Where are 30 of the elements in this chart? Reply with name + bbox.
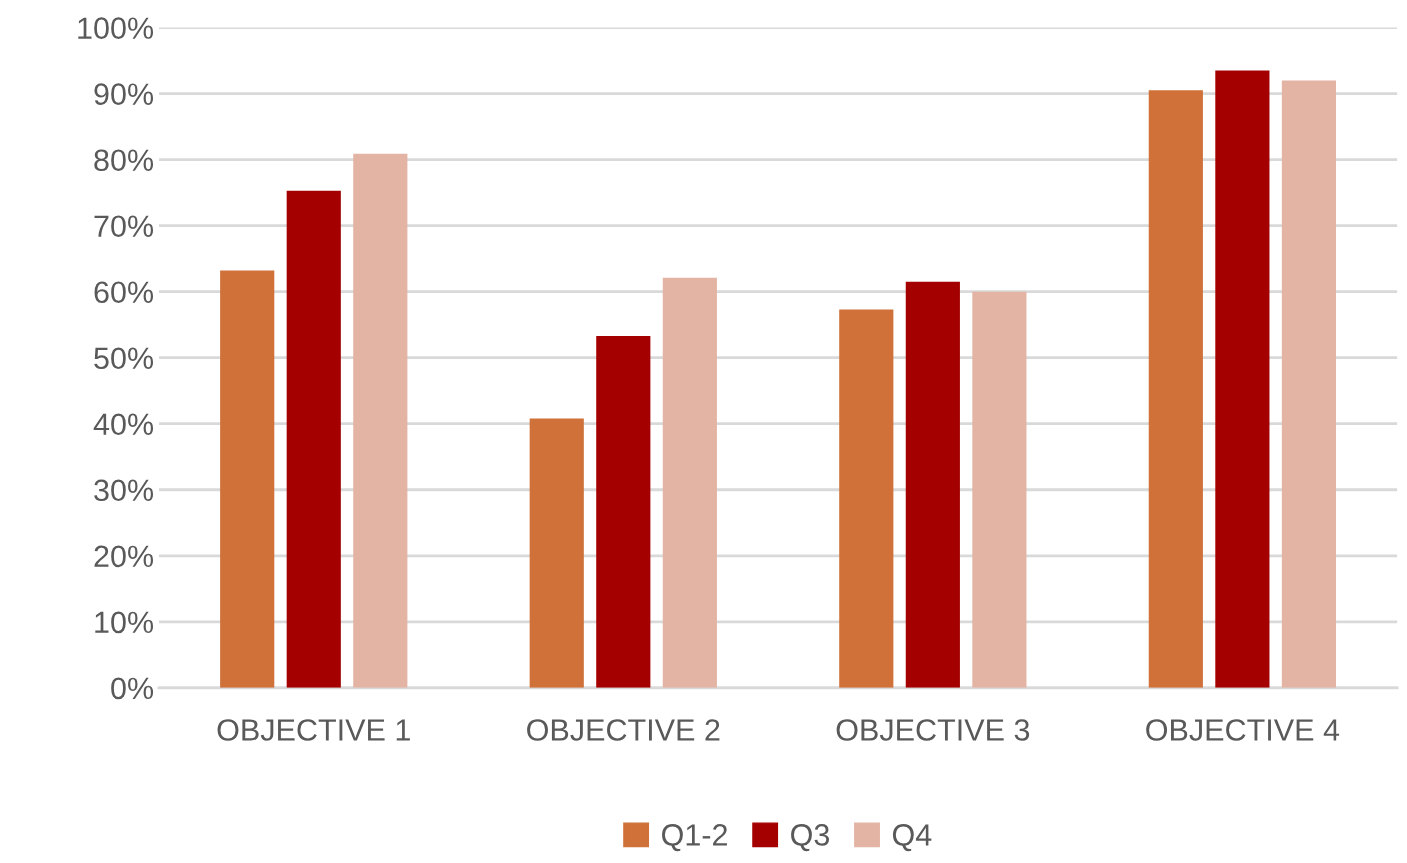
y-tick-label: 70%: [94, 215, 154, 238]
bar: [905, 281, 960, 688]
bar: [1148, 90, 1203, 688]
x-tick-label: OBJECTIVE 1: [217, 719, 410, 741]
y-tick-label: 20%: [94, 545, 154, 568]
bar: [286, 190, 341, 688]
bar: [529, 418, 584, 688]
y-tick-label: 90%: [94, 83, 154, 106]
x-tick-label: OBJECTIVE 2: [527, 719, 720, 741]
y-tick-label: 80%: [94, 149, 154, 172]
bar: [1215, 70, 1270, 688]
y-tick-label: 30%: [94, 479, 154, 502]
y-tick-label: 10%: [95, 611, 154, 634]
y-tick-label: 0%: [111, 677, 154, 700]
bar: [220, 270, 275, 688]
bar: [972, 291, 1027, 688]
bar: [1281, 80, 1337, 688]
bar: [353, 153, 408, 688]
y-tick-label: 60%: [94, 281, 154, 304]
x-tick-label: OBJECTIVE 4: [1146, 719, 1340, 741]
legend-label: Q1-2: [662, 824, 727, 852]
x-tick-label: OBJECTIVE 3: [836, 719, 1030, 741]
legend-label: Q3: [791, 824, 830, 852]
bar: [596, 335, 651, 688]
y-tick-label: 100%: [78, 17, 154, 39]
bar: [662, 277, 717, 688]
y-tick-label: 50%: [94, 347, 154, 370]
legend-label: Q4: [892, 824, 932, 852]
y-tick-label: 40%: [93, 413, 154, 436]
bar: [839, 309, 894, 688]
